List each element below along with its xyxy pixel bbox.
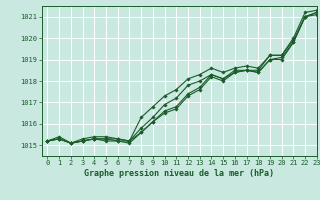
X-axis label: Graphe pression niveau de la mer (hPa): Graphe pression niveau de la mer (hPa)	[84, 169, 274, 178]
